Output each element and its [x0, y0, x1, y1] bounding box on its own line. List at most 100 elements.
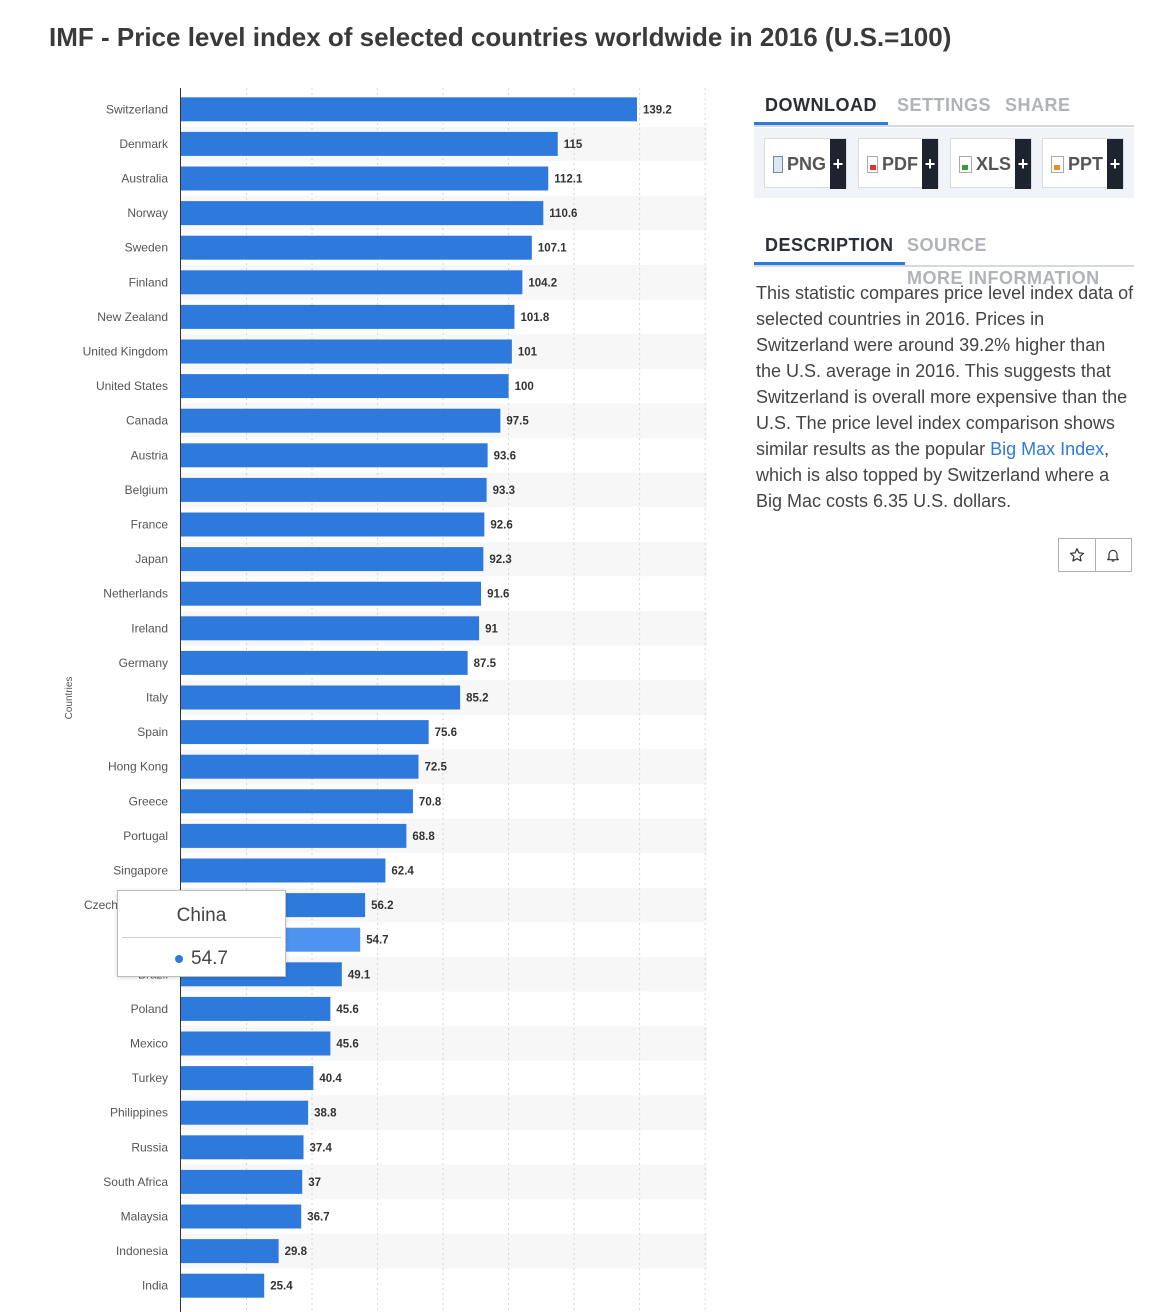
value-label: 100 — [515, 381, 534, 393]
bar-finland[interactable] — [181, 270, 523, 295]
download-xls-button[interactable]: XLS + — [950, 138, 1032, 189]
bar-japan[interactable] — [181, 547, 484, 572]
bar-australia[interactable] — [181, 166, 549, 191]
value-label: 87.5 — [474, 658, 497, 670]
value-label: 70.8 — [419, 796, 442, 808]
category-label: Japan — [135, 552, 168, 566]
bar-indonesia[interactable] — [181, 1239, 279, 1264]
bar-turkey[interactable] — [181, 1066, 314, 1091]
bar-germany[interactable] — [181, 650, 468, 675]
bar-new-zealand[interactable] — [181, 304, 515, 329]
download-pdf-label: PDF — [882, 153, 918, 174]
bar-russia[interactable] — [181, 1135, 304, 1160]
value-label: 85.2 — [466, 693, 488, 705]
category-label: Singapore — [113, 864, 168, 878]
category-label: Austria — [131, 448, 169, 462]
info-tabbar: DESCRIPTION SOURCE MORE INFORMATION — [754, 235, 1134, 288]
value-label: 104.2 — [528, 277, 557, 289]
category-label: France — [131, 518, 169, 532]
description-text-after: , which is also topped by Switzerland wh… — [756, 439, 1110, 511]
bar-greece[interactable] — [181, 789, 413, 814]
favorite-button[interactable] — [1059, 539, 1095, 571]
category-label: Italy — [146, 691, 168, 705]
download-ppt-button[interactable]: PPT + — [1042, 138, 1124, 189]
bar-france[interactable] — [181, 512, 485, 537]
category-label: India — [142, 1279, 168, 1293]
y-axis-title: Countries — [64, 677, 75, 720]
category-label: Poland — [131, 1002, 168, 1016]
value-label: 101 — [518, 347, 538, 359]
bar-philippines[interactable] — [181, 1100, 309, 1125]
download-pdf-button[interactable]: PDF + — [858, 138, 939, 189]
bar-italy[interactable] — [181, 685, 461, 710]
bar-denmark[interactable] — [181, 131, 558, 156]
description-text-before: This statistic compares price level inde… — [756, 283, 1134, 459]
value-label: 25.4 — [270, 1281, 293, 1293]
tab-download[interactable]: DOWNLOAD — [754, 95, 888, 125]
bar-switzerland[interactable] — [181, 97, 637, 122]
value-label: 75.6 — [435, 727, 457, 739]
category-label: Netherlands — [103, 587, 168, 601]
bar-poland[interactable] — [181, 996, 331, 1021]
tab-share[interactable]: SHARE — [1005, 95, 1071, 115]
bar-belgium[interactable] — [181, 477, 487, 502]
value-label: 45.6 — [336, 1004, 358, 1016]
plus-icon: + — [1015, 139, 1031, 189]
category-label: Indonesia — [116, 1244, 168, 1258]
bar-canada[interactable] — [181, 408, 501, 433]
tab-more-information[interactable]: MORE INFORMATION — [907, 268, 1100, 288]
category-label: Norway — [127, 206, 168, 220]
download-png-button[interactable]: PNG + — [764, 138, 847, 189]
category-label: Canada — [126, 414, 168, 428]
download-ppt-label: PPT — [1067, 153, 1103, 174]
pdf-file-icon — [867, 155, 878, 173]
tab-source[interactable]: SOURCE — [907, 235, 988, 255]
value-label: 115 — [564, 139, 583, 151]
bar-india[interactable] — [181, 1273, 265, 1298]
bar-austria[interactable] — [181, 443, 488, 468]
value-label: 110.6 — [549, 208, 577, 220]
bar-portugal[interactable] — [181, 823, 407, 848]
bar-mexico[interactable] — [181, 1031, 331, 1056]
bar-spain[interactable] — [181, 720, 429, 745]
value-label: 92.6 — [490, 520, 512, 532]
value-label: 45.6 — [336, 1039, 358, 1051]
bar-malaysia[interactable] — [181, 1204, 302, 1229]
download-tabbar: DOWNLOAD SETTINGS SHARE — [754, 95, 1134, 127]
bar-sweden[interactable] — [181, 235, 532, 260]
page-title: IMF - Price level index of selected coun… — [49, 22, 952, 52]
download-png-label: PNG — [786, 153, 826, 174]
bar-singapore[interactable] — [181, 858, 386, 883]
chart-tooltip: China 54.7 — [117, 890, 286, 977]
value-label: 97.5 — [506, 416, 529, 428]
category-label: Russia — [131, 1140, 168, 1154]
bar-south-africa[interactable] — [181, 1169, 303, 1194]
category-label: Philippines — [110, 1106, 168, 1120]
bar-hong-kong[interactable] — [181, 754, 419, 779]
tab-description[interactable]: DESCRIPTION — [754, 235, 905, 265]
xls-file-icon — [959, 155, 972, 173]
category-label: Hong Kong — [108, 760, 168, 774]
bar-united-states[interactable] — [181, 374, 509, 399]
category-label: Spain — [137, 725, 168, 739]
action-buttons — [1058, 538, 1132, 572]
bell-icon — [1107, 549, 1120, 562]
bar-ireland[interactable] — [181, 616, 480, 641]
value-label: 93.6 — [494, 450, 516, 462]
category-label: Australia — [121, 172, 168, 186]
value-label: 93.3 — [493, 485, 515, 497]
value-label: 107.1 — [538, 243, 567, 255]
value-label: 91.6 — [487, 589, 509, 601]
notification-button[interactable] — [1094, 539, 1132, 571]
category-label: United States — [96, 379, 168, 393]
value-label: 92.3 — [489, 554, 511, 566]
bar-chart: Switzerland Denmark Australia Norway Sweden F… — [64, 88, 707, 1312]
plus-icon: + — [1107, 139, 1123, 189]
tooltip-divider — [122, 937, 281, 938]
bar-netherlands[interactable] — [181, 581, 482, 606]
big-max-index-link[interactable]: Big Max Index — [990, 439, 1105, 459]
value-label: 68.8 — [412, 831, 435, 843]
bar-united-kingdom[interactable] — [181, 339, 512, 364]
tab-settings[interactable]: SETTINGS — [897, 95, 992, 115]
bar-norway[interactable] — [181, 201, 544, 226]
